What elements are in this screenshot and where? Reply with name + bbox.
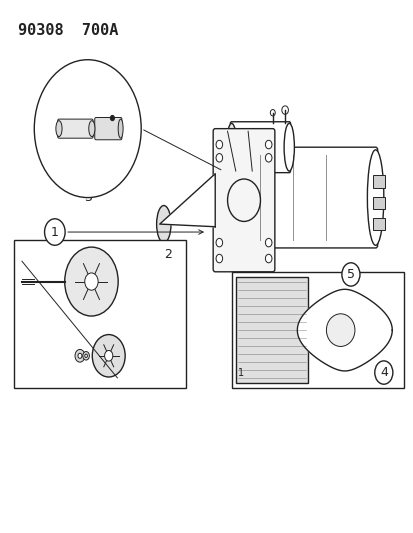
- FancyBboxPatch shape: [372, 197, 384, 209]
- Ellipse shape: [56, 120, 62, 136]
- Circle shape: [85, 273, 98, 290]
- Ellipse shape: [226, 123, 236, 171]
- Circle shape: [265, 254, 271, 263]
- Text: 1: 1: [237, 368, 243, 378]
- Circle shape: [78, 353, 82, 358]
- Ellipse shape: [88, 120, 95, 136]
- Ellipse shape: [118, 119, 123, 138]
- Bar: [235, 277, 308, 383]
- Text: 90308  700A: 90308 700A: [18, 22, 118, 38]
- FancyBboxPatch shape: [95, 117, 121, 140]
- Ellipse shape: [283, 123, 294, 171]
- Circle shape: [34, 60, 141, 198]
- Circle shape: [270, 110, 275, 116]
- FancyBboxPatch shape: [225, 147, 377, 248]
- FancyBboxPatch shape: [213, 128, 274, 272]
- Text: 5: 5: [346, 268, 354, 281]
- Circle shape: [64, 247, 118, 316]
- Circle shape: [216, 254, 222, 263]
- FancyBboxPatch shape: [372, 217, 384, 230]
- Circle shape: [216, 140, 222, 149]
- Text: 3: 3: [83, 191, 91, 204]
- FancyBboxPatch shape: [57, 119, 93, 138]
- FancyBboxPatch shape: [372, 175, 384, 188]
- Circle shape: [85, 354, 87, 358]
- Ellipse shape: [326, 314, 354, 346]
- Circle shape: [83, 352, 89, 360]
- Ellipse shape: [366, 150, 383, 245]
- Circle shape: [281, 106, 288, 114]
- FancyBboxPatch shape: [230, 122, 290, 173]
- Bar: [231, 272, 404, 389]
- Circle shape: [92, 335, 125, 377]
- Circle shape: [265, 140, 271, 149]
- Circle shape: [110, 115, 114, 120]
- Bar: [14, 240, 186, 389]
- Circle shape: [265, 238, 271, 247]
- Text: 1: 1: [51, 225, 59, 239]
- Circle shape: [265, 154, 271, 162]
- Circle shape: [75, 350, 85, 362]
- Circle shape: [216, 154, 222, 162]
- Text: 2: 2: [164, 248, 172, 261]
- Circle shape: [374, 361, 392, 384]
- Circle shape: [45, 219, 65, 245]
- Ellipse shape: [156, 206, 171, 243]
- Polygon shape: [159, 174, 215, 227]
- Circle shape: [104, 351, 113, 361]
- Circle shape: [216, 238, 222, 247]
- Ellipse shape: [219, 150, 235, 245]
- Text: 4: 4: [379, 366, 387, 379]
- Polygon shape: [297, 289, 392, 371]
- Circle shape: [341, 263, 359, 286]
